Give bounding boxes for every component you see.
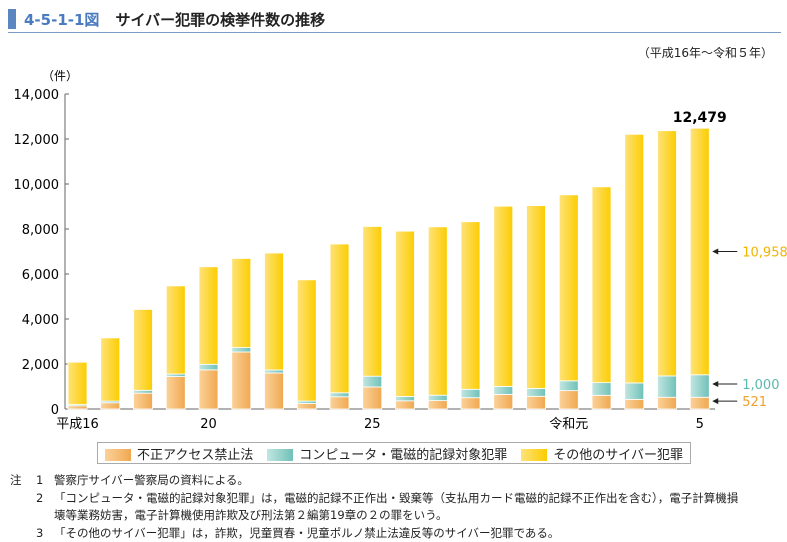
bar-segment-other (624, 133, 645, 384)
bar-segment-other (591, 186, 612, 384)
bar-segment-other (67, 361, 88, 405)
notes: 注 1 警察庁サイバー警察局の資料による。 2 「コンピュータ・電磁的記録対象犯罪」は… (10, 473, 739, 540)
bar-segment-computer (689, 374, 710, 398)
bar-segment-computer (198, 363, 219, 371)
bar-segment-access (624, 398, 645, 410)
y-tick-label: 10,000 (14, 178, 60, 193)
stacked-bar-chart: （件） 0 2,000 4,000 6,000 8,000 10,000 12,000 14,0… (14, 69, 787, 432)
period-label: （平成16年～令和５年） (637, 46, 773, 60)
bar-segment-other (296, 279, 317, 402)
bar-segment-access (689, 396, 710, 410)
bar-segment-computer (526, 388, 546, 397)
bar-segment-computer (591, 382, 612, 396)
header-marker (8, 9, 16, 29)
y-tick-label: 0 (51, 403, 59, 418)
bar-segment-access (460, 397, 481, 410)
bar-segment-access (558, 390, 579, 410)
legend: 不正アクセス禁止法 コンピュータ・電磁的記録対象犯罪 その他のサイバー犯罪 (97, 442, 691, 464)
bar-segment-access (67, 405, 88, 410)
bar-segment-access (427, 400, 448, 410)
x-tick-label: 20 (200, 417, 217, 432)
legend-item-computer: コンピュータ・電磁的記録対象犯罪 (267, 444, 507, 463)
arrow-head-icon (712, 381, 719, 388)
bar-segment-other (526, 205, 546, 389)
legend-item-access: 不正アクセス禁止法 (104, 444, 253, 463)
bar-segment-other (493, 205, 514, 387)
y-tick-label: 6,000 (22, 268, 59, 283)
figure-number: 4-5-1-1図 (24, 10, 100, 29)
bar-segment-access (493, 394, 514, 410)
bar-segment-access (395, 400, 415, 410)
bar-segment-computer (460, 388, 481, 399)
bar-segment-other (689, 127, 710, 376)
bar-segment-access (165, 376, 186, 410)
bar-segment-computer (264, 369, 284, 374)
bar-segment-other (133, 309, 153, 391)
bar-segment-computer (427, 394, 448, 402)
y-tick-label: 2,000 (22, 358, 59, 373)
y-tick-label: 12,000 (14, 133, 60, 148)
bar-segment-other (329, 243, 350, 394)
x-tick-label: 5 (696, 417, 704, 432)
bar-segment-other (100, 337, 121, 402)
bar-segment-access (231, 351, 252, 410)
figure-title: サイバー犯罪の検挙件数の推移 (115, 10, 326, 29)
x-tick-label: 25 (364, 417, 381, 432)
bar-segment-other (558, 194, 579, 382)
arrow-head-icon (712, 398, 719, 405)
bar-segment-other (362, 226, 383, 377)
bar-segment-access (591, 394, 612, 410)
bar-segment-computer (362, 375, 383, 388)
x-tick-label: 平成16 (56, 417, 99, 432)
bar-segment-other (198, 266, 219, 365)
bar-segment-other (657, 130, 677, 377)
other-value-label: 10,958 (742, 246, 787, 261)
bar-segment-access (296, 403, 317, 410)
y-tick-label: 8,000 (22, 223, 59, 238)
bar-segment-computer (133, 389, 153, 394)
total-label: 12,479 (673, 110, 727, 126)
access-value-label: 521 (742, 395, 767, 410)
bar-segment-computer (493, 386, 514, 395)
bar-segment-computer (395, 396, 415, 402)
bar-segment-access (100, 402, 121, 410)
bar-segment-access (329, 396, 350, 410)
bar-segment-computer (329, 392, 350, 398)
bar-segment-other (264, 252, 284, 371)
bar-segment-other (427, 226, 448, 396)
figure-header: 4-5-1-1図 サイバー犯罪の検挙件数の推移 (8, 6, 781, 33)
computer-value-label: 1,000 (742, 378, 779, 393)
bar-segment-computer (624, 382, 645, 400)
y-axis-label: （件） (42, 69, 78, 83)
bar-segment-access (198, 369, 219, 410)
bar-segment-access (264, 372, 284, 410)
bar-segment-other (231, 258, 252, 348)
bar-segment-other (395, 230, 415, 397)
bar-segment-computer (231, 347, 252, 353)
bar-segment-access (133, 392, 153, 410)
x-tick-label: 令和元 (549, 417, 588, 432)
bar-segment-computer (558, 380, 579, 392)
bar-segment-other (460, 221, 481, 390)
bar-segment-access (526, 395, 546, 410)
bar-segment-other (165, 285, 186, 375)
bar-segment-computer (657, 375, 677, 398)
legend-item-other: その他のサイバー犯罪 (521, 444, 683, 463)
y-tick-label: 14,000 (14, 88, 60, 103)
bar-segment-access (657, 396, 677, 410)
y-tick-label: 4,000 (22, 313, 59, 328)
arrow-head-icon (712, 248, 719, 255)
bar-segment-access (362, 386, 383, 410)
